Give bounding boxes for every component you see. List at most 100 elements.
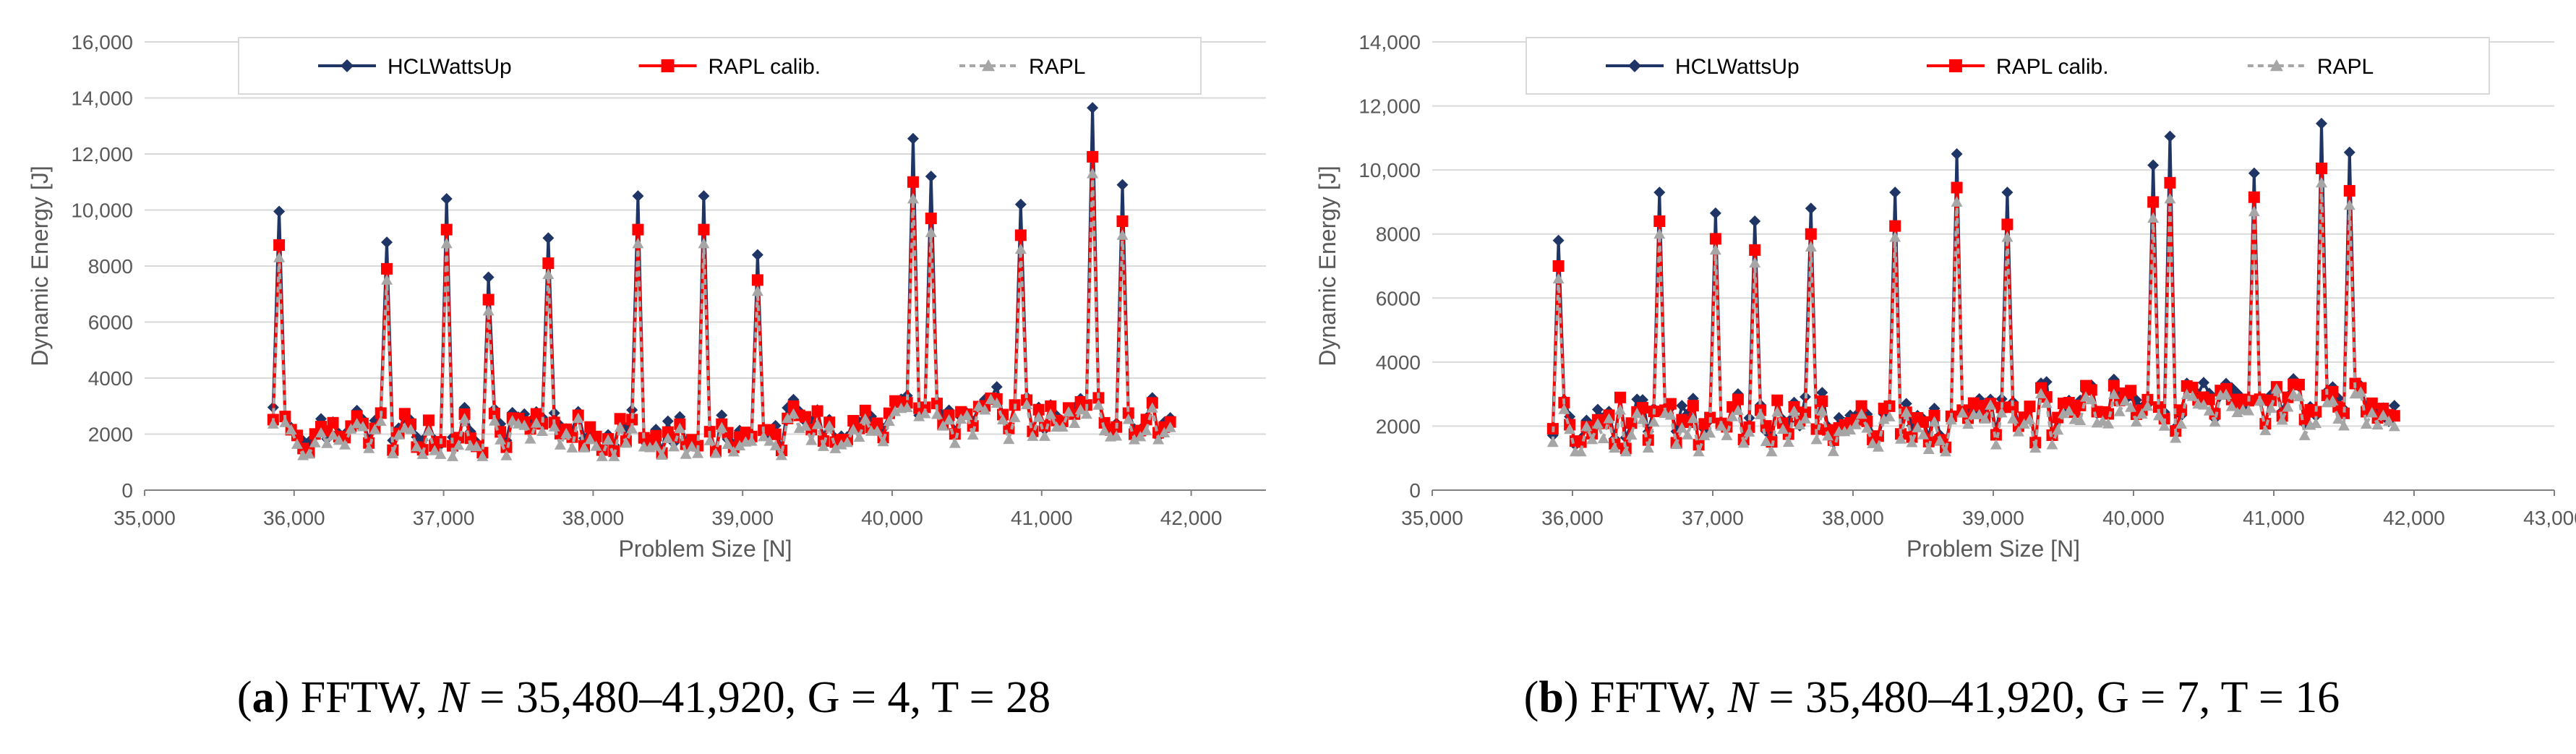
data-point bbox=[2001, 218, 2014, 231]
legend: HCLWattsUp RAPL calib. RAPL bbox=[238, 37, 1202, 95]
data-point bbox=[883, 415, 895, 427]
data-point bbox=[2298, 429, 2311, 440]
y-tick-label: 2000 bbox=[88, 424, 133, 446]
data-point bbox=[393, 429, 405, 440]
data-point bbox=[1625, 429, 1638, 440]
data-point bbox=[2203, 405, 2215, 416]
data-point bbox=[596, 450, 608, 461]
legend-box bbox=[1526, 37, 2490, 95]
data-point bbox=[1934, 434, 1946, 445]
data-point bbox=[907, 193, 919, 204]
data-point bbox=[2198, 377, 2209, 389]
legend-marker-rapl bbox=[2269, 59, 2283, 72]
data-point bbox=[1087, 168, 1099, 179]
data-point bbox=[440, 238, 453, 249]
data-point bbox=[1045, 400, 1057, 412]
data-point bbox=[1146, 402, 1158, 413]
data-point bbox=[1777, 423, 1789, 434]
data-point bbox=[2164, 130, 2176, 142]
data-point bbox=[1003, 433, 1015, 445]
data-point bbox=[2034, 382, 2047, 394]
x-tick-label: 42,000 bbox=[1160, 507, 1223, 529]
data-point bbox=[847, 424, 860, 434]
data-point bbox=[1637, 402, 1648, 414]
data-point bbox=[1014, 229, 1027, 241]
x-tick-label: 36,000 bbox=[1541, 507, 1604, 529]
data-point bbox=[2130, 394, 2142, 406]
data-point bbox=[1014, 198, 1027, 210]
data-point bbox=[972, 400, 985, 411]
data-point bbox=[1951, 148, 1963, 160]
data-point bbox=[751, 249, 763, 261]
data-point bbox=[2388, 420, 2400, 432]
data-point bbox=[1631, 407, 1643, 419]
data-point bbox=[2152, 410, 2165, 421]
data-point bbox=[1715, 420, 1727, 431]
data-point bbox=[1889, 231, 1901, 242]
data-point bbox=[2231, 406, 2243, 417]
data-point bbox=[488, 407, 500, 419]
data-point bbox=[2102, 408, 2115, 420]
data-point bbox=[2125, 385, 2137, 397]
data-point bbox=[1973, 408, 1985, 420]
data-point bbox=[1676, 421, 1688, 433]
data-point bbox=[356, 421, 369, 432]
data-point bbox=[1822, 430, 1834, 441]
data-point bbox=[1704, 427, 1716, 438]
data-point bbox=[1116, 179, 1129, 191]
data-point bbox=[1788, 405, 1800, 416]
data-point bbox=[1912, 421, 1924, 433]
data-point bbox=[913, 411, 925, 421]
data-point bbox=[626, 414, 638, 426]
data-point bbox=[1917, 416, 1929, 428]
y-tick-label: 0 bbox=[1409, 479, 1421, 502]
y-tick-label: 14,000 bbox=[71, 87, 133, 110]
data-point bbox=[1653, 228, 1666, 239]
data-point bbox=[685, 440, 698, 452]
x-tick-label: 38,000 bbox=[562, 507, 625, 529]
data-point bbox=[1951, 196, 1963, 207]
data-point bbox=[542, 257, 555, 270]
data-point bbox=[1800, 413, 1812, 424]
data-point bbox=[339, 439, 351, 450]
data-point bbox=[273, 252, 286, 262]
data-point bbox=[901, 401, 913, 413]
x-axis-title: Problem Size [N] bbox=[618, 536, 792, 562]
x-tick-label: 40,000 bbox=[2102, 507, 2165, 529]
data-point bbox=[560, 427, 573, 439]
legend-marker-hcl bbox=[341, 59, 354, 72]
data-point bbox=[979, 404, 991, 415]
data-point bbox=[2388, 400, 2400, 412]
data-point bbox=[453, 439, 465, 450]
data-point bbox=[530, 408, 542, 420]
chart-panel-b: 0 2000 4000 6000 8000 10,000 12,000 14,000 35,00… bbox=[1288, 0, 2576, 754]
data-point bbox=[1676, 400, 1688, 412]
data-point bbox=[1816, 405, 1828, 416]
data-point bbox=[1754, 408, 1766, 420]
data-point bbox=[829, 442, 842, 453]
data-point bbox=[2293, 390, 2305, 402]
data-point bbox=[1014, 243, 1027, 254]
data-point bbox=[2276, 414, 2288, 425]
chart-b: 0 2000 4000 6000 8000 10,000 12,000 14,000 35,00… bbox=[1314, 31, 2576, 562]
data-point bbox=[1833, 411, 1845, 424]
data-point bbox=[2063, 405, 2075, 416]
data-point bbox=[2141, 400, 2154, 411]
data-point bbox=[2220, 388, 2233, 399]
data-point bbox=[1816, 395, 1828, 408]
data-point bbox=[1164, 421, 1176, 432]
data-point bbox=[1116, 229, 1129, 240]
data-point bbox=[2388, 410, 2400, 422]
data-point bbox=[584, 433, 596, 445]
y-tick-label: 14,000 bbox=[1358, 31, 1421, 53]
data-point bbox=[327, 416, 339, 429]
data-point bbox=[1867, 437, 1879, 448]
data-point bbox=[1687, 412, 1699, 424]
data-point bbox=[1552, 260, 1565, 272]
data-point bbox=[745, 435, 758, 446]
x-tick-label: 36,000 bbox=[263, 507, 325, 529]
data-point bbox=[2209, 416, 2221, 427]
data-point bbox=[1045, 408, 1057, 419]
data-point bbox=[662, 415, 674, 427]
data-point bbox=[817, 440, 829, 451]
